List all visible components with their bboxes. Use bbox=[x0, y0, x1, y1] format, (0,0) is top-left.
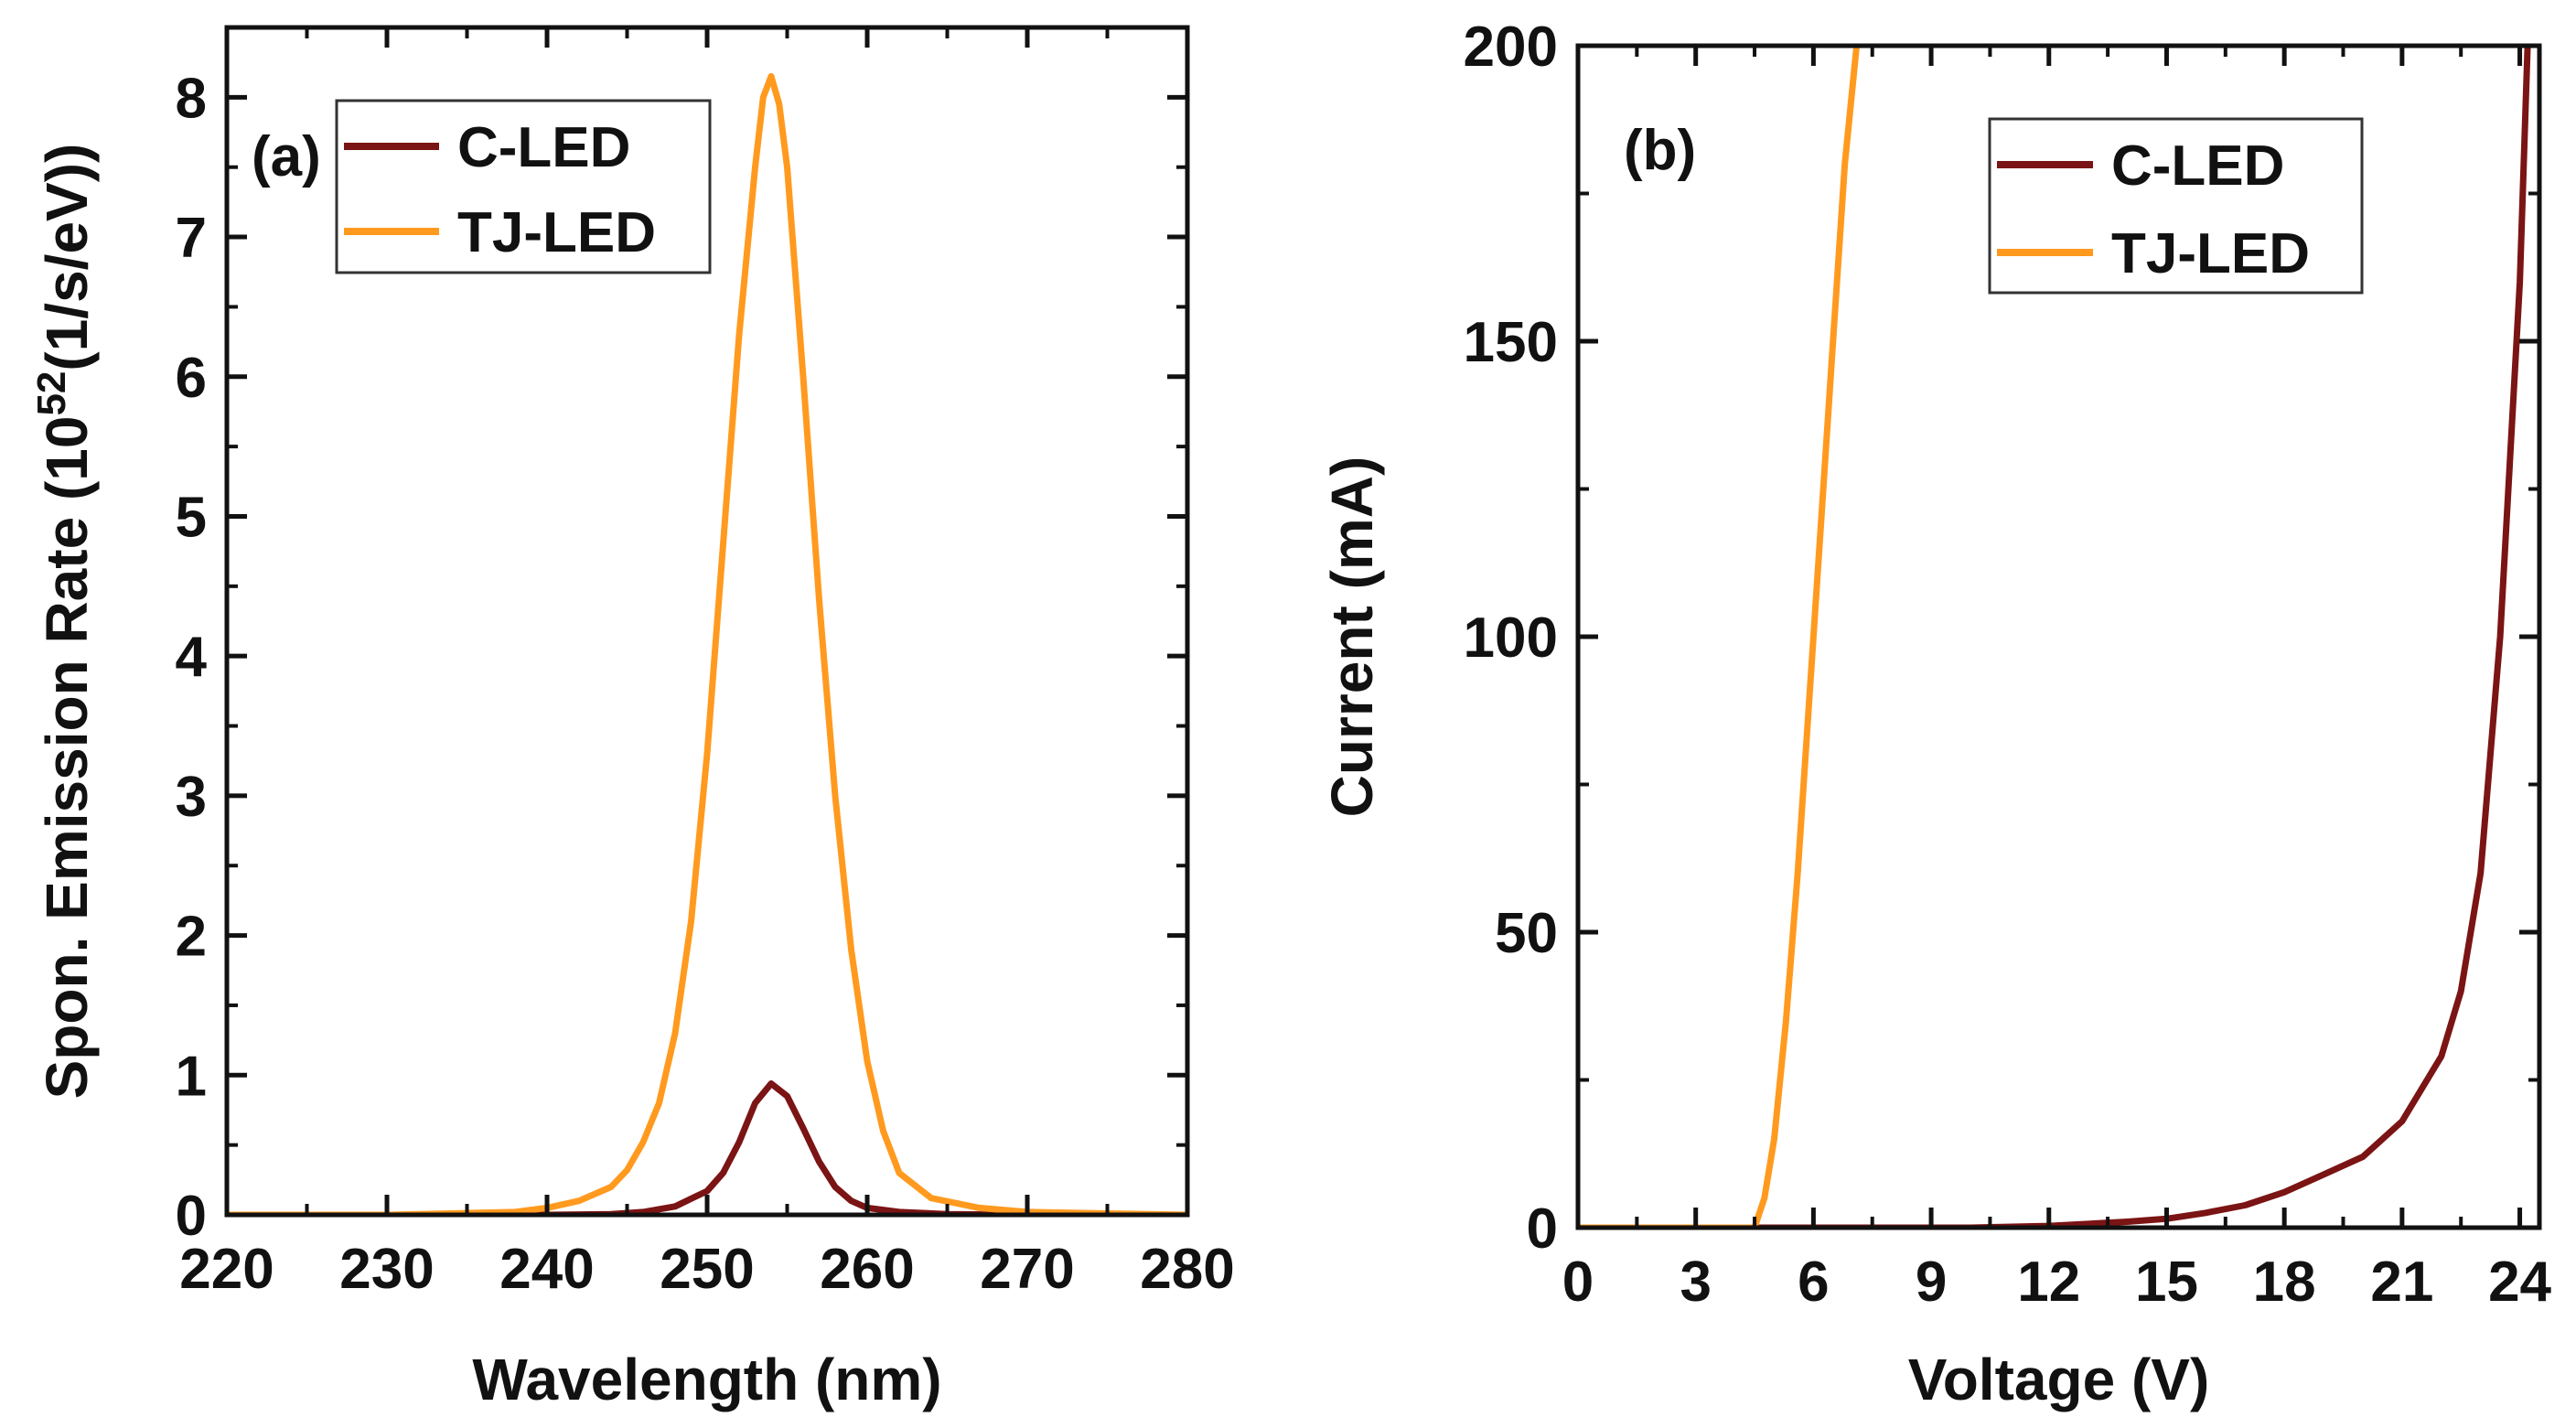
x-tick-label: 3 bbox=[1680, 1251, 1711, 1314]
legend-box bbox=[1988, 117, 2364, 295]
panel-b-iv-chart: 0 3 6 9 12 15 18 21 24 0 50 100 150 200 Voltage (V) Cur… bbox=[1319, 16, 2552, 1412]
series-line-c-led bbox=[1578, 46, 2531, 1228]
y-tick-label: 3 bbox=[176, 766, 207, 829]
x-tick-label: 12 bbox=[2017, 1251, 2080, 1314]
y-tick-label: 150 bbox=[1464, 311, 1558, 374]
x-tick-label: 260 bbox=[820, 1238, 914, 1301]
y-tick-label: 4 bbox=[176, 626, 208, 689]
x-tick-label: 270 bbox=[980, 1238, 1074, 1301]
y-tick-label: 0 bbox=[176, 1185, 207, 1248]
legend-label-c-led: C-LED bbox=[2111, 134, 2284, 198]
series-line-tj-led bbox=[227, 72, 1187, 1215]
y-axis-title: Spon. Emission Rate (1052(1/s/eV)) bbox=[29, 144, 100, 1100]
x-axis-title: Voltage (V) bbox=[1908, 1347, 2210, 1412]
x-tick-label: 15 bbox=[2135, 1251, 2198, 1314]
x-tick-label: 9 bbox=[1916, 1251, 1947, 1314]
series-line-tj-led bbox=[1578, 46, 1861, 1228]
x-tick-label: 18 bbox=[2253, 1251, 2316, 1314]
panel-label: (a) bbox=[252, 125, 321, 188]
y-tick-label: 7 bbox=[176, 207, 207, 270]
x-tick-label: 21 bbox=[2370, 1251, 2433, 1314]
x-tick-label: 24 bbox=[2488, 1251, 2551, 1314]
x-tick-label: 220 bbox=[179, 1238, 274, 1301]
legend-label-tj-led: TJ-LED bbox=[2111, 222, 2310, 285]
legend-box bbox=[335, 99, 712, 274]
y-tick-label: 50 bbox=[1495, 902, 1558, 965]
x-tick-label: 0 bbox=[1562, 1251, 1594, 1314]
panel-label: (b) bbox=[1624, 119, 1696, 182]
legend-label-tj-led: TJ-LED bbox=[457, 201, 656, 264]
plot-frame bbox=[1575, 43, 2542, 1230]
y-tick-label: 200 bbox=[1464, 16, 1558, 79]
y-tick-label: 2 bbox=[176, 906, 207, 969]
x-tick-label: 230 bbox=[339, 1238, 434, 1301]
legend-label-c-led: C-LED bbox=[457, 116, 630, 179]
y-axis-title: Current (mA) bbox=[1319, 456, 1385, 818]
x-tick-label: 240 bbox=[499, 1238, 594, 1301]
y-tick-label: 1 bbox=[176, 1045, 207, 1108]
x-tick-label: 6 bbox=[1798, 1251, 1829, 1314]
x-axis-title: Wavelength (nm) bbox=[472, 1347, 941, 1412]
x-tick-label: 250 bbox=[660, 1238, 754, 1301]
y-tick-label: 8 bbox=[176, 67, 207, 130]
y-tick-label: 100 bbox=[1464, 607, 1558, 670]
y-tick-label: 5 bbox=[176, 486, 207, 549]
y-tick-label: 0 bbox=[1527, 1197, 1558, 1261]
panel-a-emission-chart: 220 230 240 250 260 270 280 0 1 2 3 4 5 6 7 8 Wavelength… bbox=[29, 25, 1235, 1412]
y-tick-label: 6 bbox=[176, 347, 207, 410]
plot-frame bbox=[224, 25, 1190, 1218]
x-tick-label: 280 bbox=[1140, 1238, 1234, 1301]
